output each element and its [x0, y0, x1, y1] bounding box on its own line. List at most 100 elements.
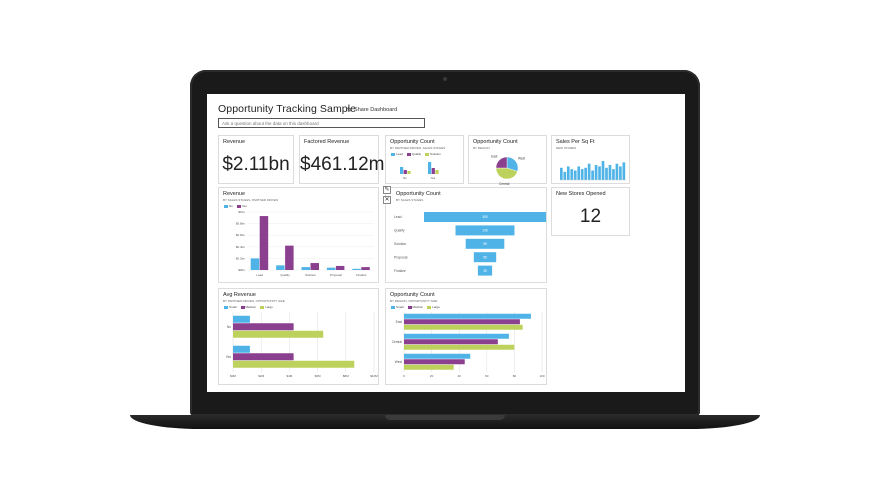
funnel-stage-label: Solution: [394, 242, 406, 246]
bar-yes: [259, 216, 269, 270]
x-tick-label: Solution: [305, 273, 316, 277]
x-tick-label: 100: [539, 374, 544, 378]
tile-title: Opportunity Count: [396, 191, 441, 197]
share-dashboard-button[interactable]: ⇆ Share Dashboard: [347, 106, 397, 114]
edit-icon[interactable]: ✎: [383, 186, 391, 194]
laptop-notch: [385, 415, 505, 420]
legend-item: Medium: [240, 305, 256, 309]
bar: [563, 171, 567, 180]
bar-lead: [400, 167, 404, 174]
x-tick-label: 40: [458, 374, 462, 378]
legend-item: Large: [260, 305, 273, 309]
funnel-value-label: 35: [483, 269, 487, 273]
funnel-stage-label: Proposal: [394, 255, 408, 259]
tile-title: New Stores Opened: [556, 191, 606, 197]
y-tick-label: No: [227, 325, 231, 329]
bar: [598, 166, 601, 180]
tile-revenue-chart[interactable]: Revenue BY SALES STAGES, PARTNER DRIVEN …: [218, 187, 379, 283]
bar-yes: [361, 267, 370, 270]
region-pie-chart: West Central East: [491, 155, 525, 185]
chart-legend: Small Medium Large: [224, 305, 273, 309]
tile-title: Revenue: [223, 191, 246, 197]
x-tick-label: 0: [403, 374, 405, 378]
bar-medium: [404, 319, 520, 325]
legend-label: Small: [396, 305, 404, 309]
legend-label: Yes: [241, 204, 247, 208]
y-tick-label: Central: [392, 340, 403, 344]
y-tick-label: Yes: [226, 355, 232, 359]
y-tick-label: $1bn: [238, 210, 245, 214]
bar: [573, 170, 577, 180]
legend-item: Solution: [425, 152, 441, 156]
bar: [587, 163, 591, 180]
dashboard-title: Opportunity Tracking Sample: [218, 103, 357, 115]
x-tick-label: No: [403, 176, 407, 180]
tile-opportunity-count-partner[interactable]: Opportunity Count BY PARTNER DRIVEN, SAL…: [385, 135, 464, 184]
x-tick-label: Qualify: [280, 273, 290, 277]
tile-opportunity-count-size[interactable]: Opportunity Count BY REGION, OPPORTUNITY…: [385, 288, 547, 385]
tile-subtitle: BY PARTNER DRIVEN, SALES STAGES: [390, 146, 446, 150]
tile-title: Factored Revenue: [304, 139, 350, 145]
bar: [570, 169, 574, 180]
bar-large: [404, 364, 454, 370]
bar-no: [352, 268, 361, 270]
bar: [619, 166, 622, 180]
bar: [605, 167, 608, 180]
bar: [594, 165, 598, 180]
bar: [591, 170, 594, 180]
funnel-bar: [465, 238, 505, 249]
bar-solution: [435, 170, 439, 174]
tile-title: Revenue: [223, 139, 246, 145]
close-icon[interactable]: ✕: [383, 196, 391, 204]
y-tick-label: $0.6bn: [236, 233, 246, 237]
tile-title: Opportunity Count: [473, 139, 518, 145]
bar: [584, 167, 587, 180]
tile-factored-revenue[interactable]: Factored Revenue $461.12m: [299, 135, 385, 184]
tile-subtitle: NEW STORES: [556, 146, 577, 150]
x-tick-label: $10M: [370, 374, 378, 378]
bar-no: [276, 265, 285, 270]
tile-title: Opportunity Count: [390, 292, 435, 298]
bar-small: [404, 333, 509, 339]
funnel-stage-label: Qualify: [394, 229, 405, 233]
x-tick-label: Lead: [256, 273, 263, 277]
bar-large: [233, 360, 355, 368]
legend-item: Medium: [407, 305, 424, 309]
tile-funnel[interactable]: Opportunity Count BY SALES STAGES 300 Lea…: [385, 187, 547, 283]
region-size-chart: 0 20 40 60 80 100 East Central West: [392, 312, 545, 378]
pie-label: West: [518, 157, 525, 161]
bar-medium: [404, 339, 498, 345]
funnel-bar: [473, 252, 497, 263]
bar: [608, 165, 612, 180]
bar-yes: [310, 263, 319, 270]
funnel-value-label: 95: [483, 242, 487, 246]
bar-yes: [285, 245, 294, 270]
bar: [566, 166, 570, 180]
tile-subtitle: BY SALES STAGES: [396, 198, 424, 202]
tile-avg-revenue[interactable]: Avg Revenue BY PARTNER DRIVEN, OPPORTUNI…: [218, 288, 379, 385]
tile-subtitle: BY PARTNER DRIVEN, OPPORTUNITY SIZE: [223, 299, 285, 303]
legend-label: Medium: [412, 305, 424, 309]
chart-legend: Lead Qualify Solution: [391, 152, 441, 156]
x-tick-label: $0M: [230, 374, 236, 378]
bar-small: [233, 315, 250, 323]
x-tick-label: 20: [430, 374, 434, 378]
partner-count-chart: No Yes: [400, 162, 439, 180]
tile-new-stores[interactable]: New Stores Opened 12: [551, 187, 630, 236]
y-tick-label: West: [395, 360, 402, 364]
y-tick-label: $0.8bn: [236, 222, 246, 226]
bar-large: [404, 324, 523, 330]
tile-sales-per-sqft[interactable]: Sales Per Sq Ft NEW STORES: [551, 135, 630, 184]
tile-subtitle: BY REGION, OPPORTUNITY SIZE: [390, 299, 438, 303]
chart-legend: No Yes: [224, 204, 247, 208]
bar: [601, 161, 605, 180]
qa-input[interactable]: Ask a question about the data on this da…: [218, 118, 425, 128]
bar-lead: [428, 162, 432, 174]
tile-subtitle: BY REGION: [473, 146, 490, 150]
tile-revenue[interactable]: Revenue $2.11bn: [218, 135, 294, 184]
tile-opportunity-count-region[interactable]: Opportunity Count BY REGION West Central E…: [468, 135, 547, 185]
bar-solution: [407, 171, 411, 174]
x-tick-label: 80: [513, 374, 517, 378]
legend-item: Lead: [391, 152, 403, 156]
